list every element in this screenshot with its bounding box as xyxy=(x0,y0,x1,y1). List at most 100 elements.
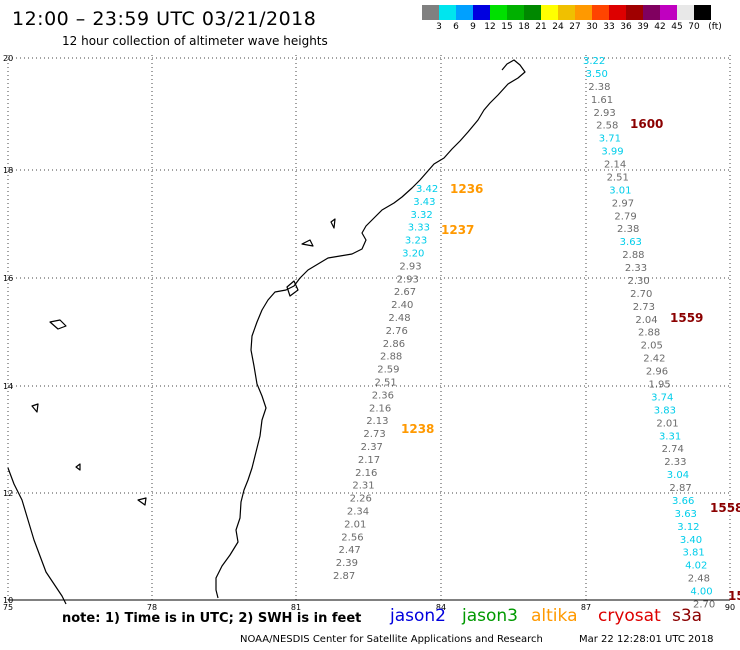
footer-note: note: 1) Time is in UTC; 2) SWH is in fe… xyxy=(62,611,362,626)
wave-height-value: 3.43 xyxy=(413,197,435,208)
wave-height-value: 2.51 xyxy=(375,378,397,389)
track-east-values: 3.22 3.50 2.38 1.61 2.93 2.58 3.71 3.99 2.142.51… xyxy=(583,56,715,610)
legend-swatch xyxy=(592,5,609,20)
wave-height-value: 2.79 xyxy=(614,211,636,222)
lat-tick-label: 14 xyxy=(3,382,13,391)
wave-height-value: 1.61 xyxy=(591,95,613,106)
wave-height-value: 3.40 xyxy=(680,535,702,546)
pass-time-label: 1236 xyxy=(450,182,483,196)
island-4 xyxy=(301,239,314,247)
wave-height-value: 2.17 xyxy=(358,455,380,466)
wave-height-value: 2.88 xyxy=(622,250,644,261)
wave-height-value: 2.16 xyxy=(355,468,377,479)
wave-height-value: 2.96 xyxy=(646,367,668,378)
legend-label: 18 xyxy=(518,22,530,32)
legend-swatch xyxy=(507,5,524,20)
wave-height-value: 2.48 xyxy=(388,313,410,324)
wave-height-value: 2.70 xyxy=(630,289,652,300)
lat-tick-label: 12 xyxy=(3,489,13,498)
lat-tick-label: 10 xyxy=(3,596,13,605)
wave-height-value: 3.63 xyxy=(675,509,697,520)
wave-height-value: 2.86 xyxy=(383,339,405,350)
wave-height-value: 2.97 xyxy=(612,198,634,209)
axis-tick-labels: 75 78 81 84 87 90 20 18 16 14 12 10 xyxy=(3,54,735,612)
track-west-values: 3.423.433.323.333.233.202.932.932.672.40… xyxy=(333,184,438,582)
pass-time-label: 1559 xyxy=(670,311,703,325)
lon-tick-label: 75 xyxy=(3,603,13,612)
wave-height-value: 3.33 xyxy=(408,223,430,234)
wave-height-value: 3.50 xyxy=(586,69,608,80)
color-legend: 3 6 9 12 15 18 21 24 27 30 33 36 39 42 45 70 (ft) xyxy=(422,5,722,34)
wave-height-value: 2.47 xyxy=(339,545,361,556)
legend-label: 3 xyxy=(436,22,442,32)
mission-cryosat: cryosat xyxy=(598,606,661,626)
wave-height-value: 2.30 xyxy=(628,276,650,287)
wave-height-value: 2.31 xyxy=(352,481,374,492)
lat-tick-label: 20 xyxy=(3,54,13,63)
wave-height-value: 3.42 xyxy=(416,184,438,195)
wave-height-value: 3.04 xyxy=(667,470,689,481)
wave-height-value: 2.05 xyxy=(641,341,663,352)
wave-height-value: 2.87 xyxy=(333,571,355,582)
lat-lon-grid xyxy=(7,55,731,601)
wave-height-value: 2.93 xyxy=(399,261,421,272)
legend-label: 70 xyxy=(688,22,700,32)
legend-swatch xyxy=(490,5,507,20)
sri-lanka-coastline xyxy=(7,467,67,605)
legend-swatches xyxy=(422,5,711,20)
wave-height-value: 2.93 xyxy=(593,108,615,119)
legend-label: 42 xyxy=(654,22,666,32)
wave-height-value: 3.71 xyxy=(599,134,621,145)
wave-height-value: 3.01 xyxy=(609,185,631,196)
wave-height-value: 4.02 xyxy=(685,561,707,572)
legend-label: 21 xyxy=(535,22,547,32)
wave-height-value: 2.04 xyxy=(635,315,657,326)
pass-time-label: 1237 xyxy=(441,223,474,237)
wave-height-value: 3.74 xyxy=(651,392,673,403)
wave-height-value: 3.20 xyxy=(402,249,424,260)
lon-tick-label: 84 xyxy=(436,603,446,612)
legend-swatch xyxy=(473,5,490,20)
legend-label: 39 xyxy=(637,22,649,32)
legend-label: 45 xyxy=(671,22,683,32)
pass-time-label: 1558 xyxy=(710,501,740,515)
wave-height-value: 2.14 xyxy=(604,160,626,171)
india-east-coastline xyxy=(215,59,526,599)
legend-label: 15 xyxy=(501,22,513,32)
legend-swatch xyxy=(660,5,677,20)
wave-height-value: 2.93 xyxy=(397,274,419,285)
wave-height-value: 2.70 xyxy=(693,599,715,610)
pass-time-label: 1600 xyxy=(630,117,663,131)
wave-height-value: 2.67 xyxy=(394,287,416,298)
wave-height-value: 2.33 xyxy=(625,263,647,274)
wave-height-value: 2.56 xyxy=(341,532,363,543)
wave-height-value: 2.38 xyxy=(617,224,639,235)
wave-height-value: 2.59 xyxy=(377,365,399,376)
wave-height-value: 2.87 xyxy=(669,483,691,494)
wave-height-value: 2.13 xyxy=(366,416,388,427)
legend-swatch xyxy=(643,5,660,20)
pass-time-label: 1238 xyxy=(401,422,434,436)
wave-height-value: 4.00 xyxy=(690,587,712,598)
legend-swatch xyxy=(626,5,643,20)
altimeter-tracks: 3.223.502.381.612.932.583.713.992.142.51… xyxy=(333,56,715,610)
legend-label: 33 xyxy=(603,22,615,32)
island-5 xyxy=(330,218,336,229)
legend-swatch xyxy=(456,5,473,20)
legend-swatch xyxy=(694,5,711,20)
mission-jason2: jason2 xyxy=(390,606,446,626)
legend-label: 36 xyxy=(620,22,632,32)
wave-height-value: 3.32 xyxy=(410,210,432,221)
chart-subtitle: 12 hour collection of altimeter wave hei… xyxy=(62,34,328,48)
lon-tick-label: 81 xyxy=(291,603,301,612)
wave-height-value: 2.51 xyxy=(607,172,629,183)
legend-label: 24 xyxy=(552,22,564,32)
wave-height-value: 2.88 xyxy=(638,328,660,339)
island-2 xyxy=(31,403,39,413)
legend-label: 27 xyxy=(569,22,581,32)
wave-height-value: 3.83 xyxy=(654,405,676,416)
lon-tick-label: 90 xyxy=(725,603,735,612)
legend-swatch xyxy=(575,5,592,20)
wave-height-value: 2.74 xyxy=(662,444,684,455)
island-1 xyxy=(49,319,67,330)
